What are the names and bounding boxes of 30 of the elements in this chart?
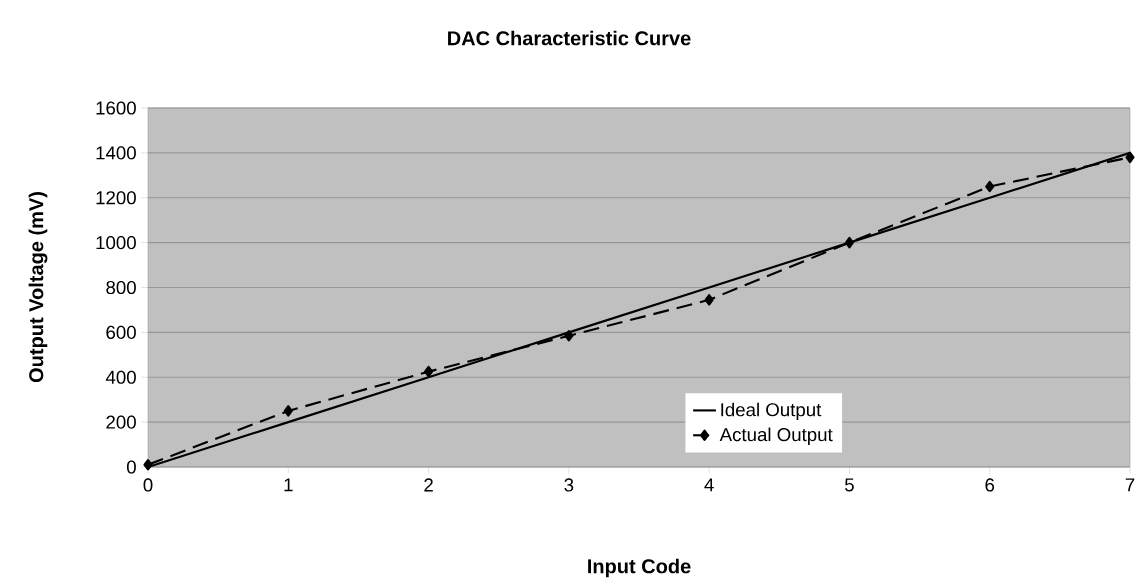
point	[844, 236, 854, 249]
x-tick-label: 2	[424, 478, 433, 492]
y-tick-label: 1400	[96, 146, 136, 160]
x-tick-label: 4	[704, 478, 714, 492]
y-tick-label: 400	[105, 370, 136, 384]
chart-title: DAC Characteristic Curve	[448, 30, 691, 46]
point	[424, 365, 434, 378]
point	[985, 180, 995, 193]
x-tick-label: 1	[284, 478, 293, 492]
point	[564, 330, 574, 342]
point	[704, 294, 714, 306]
point	[1125, 151, 1135, 164]
x-tick-label: 0	[143, 478, 153, 492]
y-tick-label: 0	[126, 460, 136, 474]
y-tick-label: 800	[106, 280, 136, 295]
legend-label: Ideal Output	[721, 402, 822, 421]
y-tick-label: 1000	[96, 236, 136, 250]
x-axis-title: Input Code	[588, 558, 691, 578]
x-tick-label: 5	[845, 478, 854, 492]
y-tick-label: 600	[106, 325, 136, 339]
y-axis-title: Output Voltage (mV)	[28, 192, 48, 383]
x-tick-label: 6	[985, 478, 995, 492]
y-tick-label: 1600	[96, 101, 136, 115]
point	[143, 459, 153, 471]
point	[283, 405, 293, 417]
y-tick-label: 200	[106, 415, 136, 429]
x-tick-label: 3	[564, 478, 574, 492]
y-tick-label: 1200	[96, 191, 136, 205]
legend-label: Actual Output	[719, 427, 833, 445]
x-tick-label: 7	[1125, 478, 1135, 492]
